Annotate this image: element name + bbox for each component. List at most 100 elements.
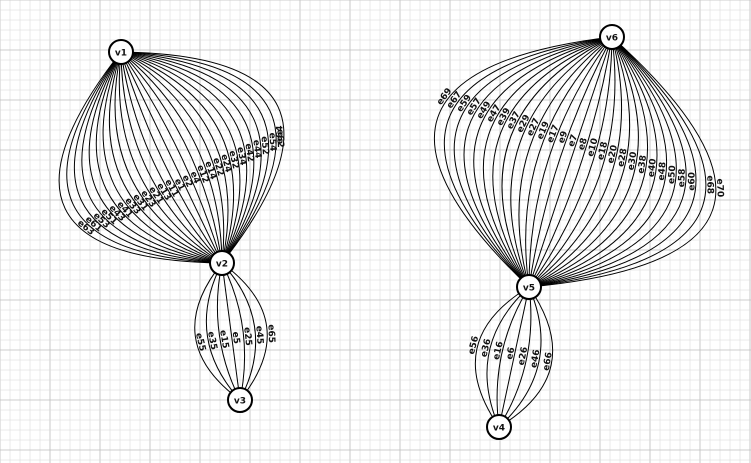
node-label-v1: v1 — [115, 49, 127, 59]
edge-e22[interactable] — [120, 51, 225, 264]
edge-e44[interactable] — [120, 51, 255, 264]
edge-label-e65: e65 — [265, 324, 275, 343]
edge-label-e4: e4 — [188, 170, 202, 185]
edge-e4[interactable] — [120, 51, 223, 264]
edge-e40[interactable] — [528, 36, 658, 288]
edge-e42[interactable] — [120, 51, 248, 264]
node-circle-v6[interactable] — [599, 24, 625, 50]
edge-label-e2: e2 — [180, 174, 194, 189]
edge-e12[interactable] — [120, 51, 223, 264]
edge-e28[interactable] — [528, 36, 631, 288]
edge-e6[interactable] — [498, 286, 530, 428]
edge-e55[interactable] — [194, 262, 241, 401]
node-label-v5: v5 — [523, 284, 535, 294]
edge-e19[interactable] — [525, 36, 613, 288]
edge-e33[interactable] — [102, 51, 223, 264]
edge-e16[interactable] — [496, 286, 530, 428]
edge-e17[interactable] — [528, 36, 613, 288]
edge-label-e28: e28 — [616, 148, 629, 168]
edge-label-e40: e40 — [647, 158, 659, 178]
edge-e60[interactable] — [528, 36, 697, 288]
edge-label-e70: e70 — [714, 178, 725, 197]
edge-e32[interactable] — [120, 51, 235, 264]
edge-e15[interactable] — [216, 262, 241, 401]
edge-e24[interactable] — [120, 51, 229, 264]
edge-e54[interactable] — [120, 51, 270, 264]
node-circle-v5[interactable] — [516, 274, 542, 300]
edge-e39[interactable] — [492, 36, 613, 288]
edge-e43[interactable] — [88, 51, 223, 264]
edge-e14[interactable] — [120, 51, 223, 264]
edge-e50[interactable] — [528, 36, 677, 288]
edge-label-e30: e30 — [626, 151, 639, 171]
edge-e36[interactable] — [486, 286, 530, 428]
edge-e41[interactable] — [95, 51, 223, 264]
edge-e20[interactable] — [528, 36, 623, 288]
edge-e69[interactable] — [433, 36, 613, 288]
edge-e26[interactable] — [498, 286, 532, 428]
edge-e25[interactable] — [221, 262, 246, 401]
edge-e46[interactable] — [498, 286, 542, 428]
edge-e52[interactable] — [120, 51, 262, 264]
edge-label-e35: e35 — [205, 331, 219, 351]
edge-e48[interactable] — [528, 36, 668, 288]
edge-e8[interactable] — [528, 36, 613, 288]
edge-label-e15: e15 — [217, 329, 230, 349]
edge-e53[interactable] — [73, 51, 223, 264]
node-v1[interactable]: v1 — [108, 39, 134, 65]
node-label-v6: v6 — [606, 34, 618, 44]
edge-e7[interactable] — [528, 36, 613, 288]
edge-label-e68: e68 — [704, 175, 714, 194]
edge-e29[interactable] — [510, 36, 613, 288]
edge-e34[interactable] — [120, 51, 241, 264]
edge-e21[interactable] — [118, 51, 223, 264]
edge-e2[interactable] — [120, 51, 223, 264]
edge-e59[interactable] — [453, 36, 613, 288]
edge-e61[interactable] — [66, 51, 223, 264]
edge-e23[interactable] — [114, 51, 223, 264]
edge-e64[interactable] — [120, 51, 285, 264]
edge-e10[interactable] — [528, 36, 613, 288]
edge-e18[interactable] — [528, 36, 616, 288]
node-circle-v4[interactable] — [486, 414, 512, 440]
edge-label-e58: e58 — [677, 168, 688, 187]
edge-e5[interactable] — [221, 262, 241, 401]
node-circle-v2[interactable] — [209, 250, 235, 276]
edge-e35[interactable] — [205, 262, 241, 401]
edge-e68[interactable] — [528, 36, 707, 288]
edge-e66[interactable] — [498, 286, 554, 428]
edge-e37[interactable] — [501, 36, 613, 288]
edge-e70[interactable] — [528, 36, 717, 288]
edge-e62[interactable] — [120, 51, 277, 264]
edge-label-e26: e26 — [517, 346, 530, 366]
node-label-v2: v2 — [216, 260, 228, 270]
node-v6[interactable]: v6 — [599, 24, 625, 50]
edge-e27[interactable] — [518, 36, 613, 288]
edge-e1[interactable] — [120, 51, 223, 264]
edge-e31[interactable] — [108, 51, 223, 264]
edge-e49[interactable] — [473, 36, 613, 288]
edge-e57[interactable] — [463, 36, 613, 288]
edge-e45[interactable] — [221, 262, 257, 401]
edge-e63[interactable] — [58, 51, 223, 264]
edge-e38[interactable] — [528, 36, 649, 288]
edge-e30[interactable] — [528, 36, 639, 288]
edge-e11[interactable] — [120, 51, 223, 264]
node-v4[interactable]: v4 — [486, 414, 512, 440]
edge-e47[interactable] — [483, 36, 613, 288]
node-label-v4: v4 — [493, 424, 505, 434]
edge-e51[interactable] — [81, 51, 223, 264]
node-v2[interactable]: v2 — [209, 250, 235, 276]
node-circle-v3[interactable] — [227, 387, 253, 413]
node-v5[interactable]: v5 — [516, 274, 542, 300]
edge-e58[interactable] — [528, 36, 687, 288]
node-v3[interactable]: v3 — [227, 387, 253, 413]
edge-label-e5: e5 — [230, 331, 242, 345]
edge-e67[interactable] — [443, 36, 613, 288]
edge-e56[interactable] — [474, 286, 530, 428]
edge-e65[interactable] — [221, 262, 268, 401]
node-circle-v1[interactable] — [108, 39, 134, 65]
edge-e9[interactable] — [528, 36, 613, 288]
edge-e13[interactable] — [120, 51, 223, 264]
